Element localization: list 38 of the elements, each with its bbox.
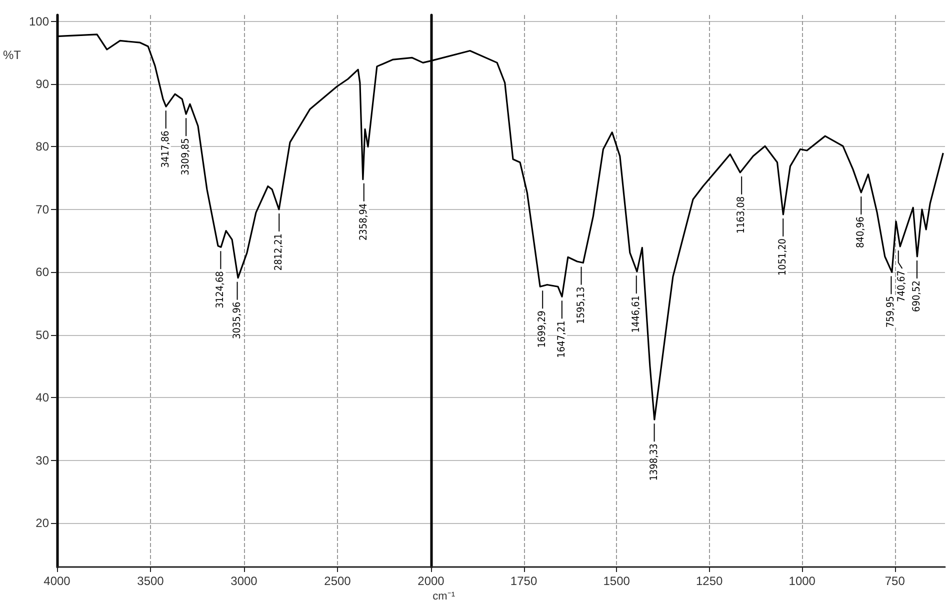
x-tick-label: 4000 <box>44 574 71 588</box>
x-tick-label: 2000 <box>418 574 445 588</box>
annotation: 2812,21 <box>274 233 285 271</box>
y-tick-label: 50 <box>36 328 50 342</box>
x-tick-label: 750 <box>884 574 906 588</box>
y-tick-label: 60 <box>36 265 50 280</box>
annotation: 1051,20 <box>778 238 789 276</box>
y-tick-label: 30 <box>36 453 50 468</box>
x-tick-label: 2500 <box>324 574 352 588</box>
annotation: 759,95 <box>886 296 897 328</box>
annotation: 740,67 <box>896 270 908 302</box>
y-tick-label: 100 <box>28 14 50 28</box>
x-tick-label: 1500 <box>603 574 630 588</box>
x-tick-label: 1000 <box>788 574 816 588</box>
x-tick-label: 3500 <box>137 574 164 588</box>
y-tick-label: 20 <box>36 516 50 530</box>
y-tick-label: 70 <box>36 202 50 216</box>
x-tick-label: 1250 <box>696 574 724 588</box>
annotation: 840,96 <box>856 216 867 248</box>
y-tick-label: 40 <box>36 390 50 405</box>
x-axis-title: cm⁻¹ <box>432 590 456 602</box>
annotation: 1699,29 <box>537 310 548 348</box>
x-tick-label: 1750 <box>510 574 538 588</box>
y-tick-label: 90 <box>36 77 50 91</box>
annotation: 1647,21 <box>556 320 568 358</box>
annotation: 2358,94 <box>358 203 370 241</box>
x-tick-label: 3000 <box>230 574 258 588</box>
y-tick-label: 80 <box>36 140 50 154</box>
annotation: 1163,08 <box>736 196 748 234</box>
annotation: 1398,33 <box>648 444 660 481</box>
annotation: 3124,68 <box>215 270 226 308</box>
annotation: 3417,86 <box>160 130 172 168</box>
annotation: 1595,13 <box>576 286 587 324</box>
annotation: 3309,85 <box>180 138 192 176</box>
y-axis-title: %T <box>3 48 22 62</box>
annotation: 1446,61 <box>630 296 642 333</box>
annotation: 3035,96 <box>232 302 243 340</box>
annotation: 690,52 <box>911 280 922 312</box>
